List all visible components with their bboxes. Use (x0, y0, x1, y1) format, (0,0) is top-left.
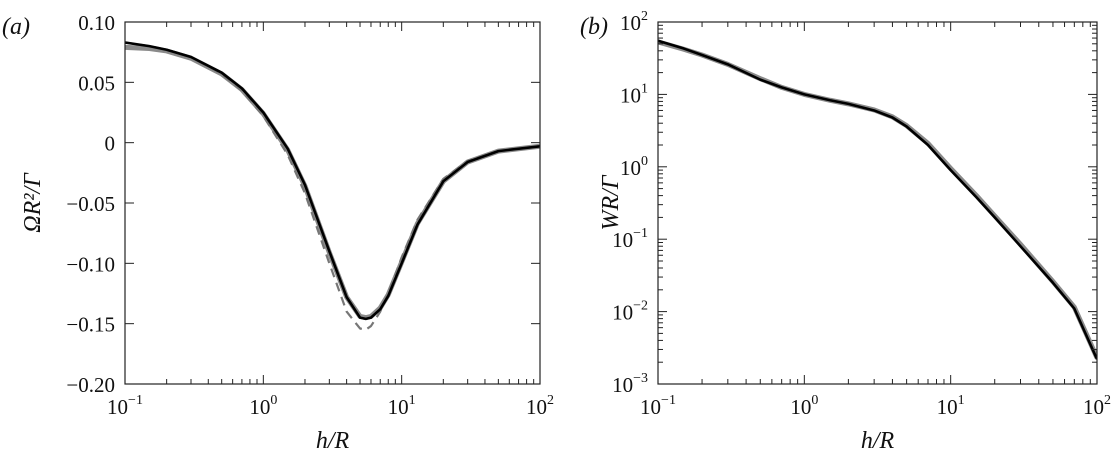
y-tick-label: −0.10 (66, 252, 115, 276)
y-tick-label-base: −0.05 (66, 192, 115, 216)
y-tick-label-base: 10 (612, 373, 633, 397)
x-tick-label-exponent: 1 (409, 393, 416, 408)
series-line (125, 41, 540, 331)
y-tick-label: 0.10 (78, 11, 115, 35)
y-tick-label: 10−2 (612, 299, 648, 325)
y-tick-label-base: −0.10 (66, 252, 115, 276)
y-tick-label-base: 0.05 (78, 71, 115, 95)
y-tick-label-base: 10 (620, 83, 641, 107)
x-tick-label-exponent: 0 (811, 393, 818, 408)
x-tick-label-exponent: 1 (958, 393, 965, 408)
y-tick-label: 10−3 (612, 371, 648, 397)
plot-frame (657, 21, 1098, 385)
y-axis-label: ΩR²/Γ (20, 172, 46, 233)
x-tick-label-base: 10 (107, 395, 128, 419)
x-tick-label-exponent: −1 (661, 393, 676, 408)
y-tick-label: 0.05 (78, 71, 115, 95)
y-tick-label-base: 10 (620, 11, 641, 35)
series-line (658, 39, 1097, 359)
y-axis-label: WR/Γ (598, 174, 624, 230)
panel-label: (b) (580, 14, 608, 40)
y-tick-label: 10−1 (612, 226, 648, 252)
x-tick-label: 100 (249, 393, 277, 419)
y-tick-label-base: 10 (612, 228, 633, 252)
x-tick-label-base: 10 (640, 395, 661, 419)
x-tick-label: 10−1 (107, 393, 143, 419)
y-tick-label: −0.15 (66, 313, 115, 337)
panel: 10−1 100 101 10210210110010−110−210−3h/RWR/… (580, 9, 1111, 454)
y-tick-label-base: 10 (612, 301, 633, 325)
x-tick-label-exponent: 0 (270, 393, 277, 408)
y-tick-label-base: 10 (620, 156, 641, 180)
x-tick-label-exponent: 2 (547, 393, 554, 408)
y-tick-label: 100 (620, 154, 648, 180)
y-tick-label-exponent: −2 (633, 299, 648, 314)
plot-area (125, 41, 540, 331)
y-tick-label-base: 0 (105, 132, 116, 156)
y-tick-label-exponent: 2 (641, 9, 648, 24)
x-tick-label: 101 (388, 393, 416, 419)
plot-area (658, 39, 1097, 360)
series-line (658, 39, 1097, 360)
x-tick-label-base: 10 (790, 395, 811, 419)
x-tick-label-base: 10 (249, 395, 270, 419)
y-tick-label-exponent: −3 (633, 371, 648, 386)
series-line (125, 44, 540, 321)
y-tick-label-base: −0.15 (66, 313, 115, 337)
x-tick-label: 100 (790, 393, 818, 419)
series-line (125, 41, 540, 321)
y-tick-label-exponent: 0 (641, 154, 648, 169)
y-tick-label: 101 (620, 81, 648, 107)
x-tick-label-base: 10 (388, 395, 409, 419)
y-tick-label: −0.05 (66, 192, 115, 216)
x-tick-label-base: 10 (526, 395, 547, 419)
x-tick-label-exponent: −1 (128, 393, 143, 408)
x-tick-label-exponent: 2 (1104, 393, 1111, 408)
y-tick-label: 0 (105, 132, 116, 156)
x-tick-label-base: 10 (1083, 395, 1104, 419)
x-tick-label: 102 (526, 393, 554, 419)
y-tick-label: −0.20 (66, 373, 115, 397)
y-tick-label-base: −0.20 (66, 373, 115, 397)
x-tick-label: 101 (937, 393, 965, 419)
y-tick-label-exponent: −1 (633, 226, 648, 241)
x-tick-label: 10−1 (640, 393, 676, 419)
panel: 10−1 100 101 1020.100.050−0.05−0.10−0.15−0.… (2, 11, 554, 454)
x-tick-label: 102 (1083, 393, 1111, 419)
x-axis-label: h/R (316, 428, 350, 454)
y-tick-label-exponent: 1 (641, 81, 648, 96)
y-tick-label: 102 (620, 9, 648, 35)
panel-label: (a) (2, 14, 30, 40)
plot-frame (124, 21, 541, 385)
x-axis-label: h/R (861, 428, 895, 454)
y-tick-label-base: 0.10 (78, 11, 115, 35)
x-tick-label-base: 10 (937, 395, 958, 419)
